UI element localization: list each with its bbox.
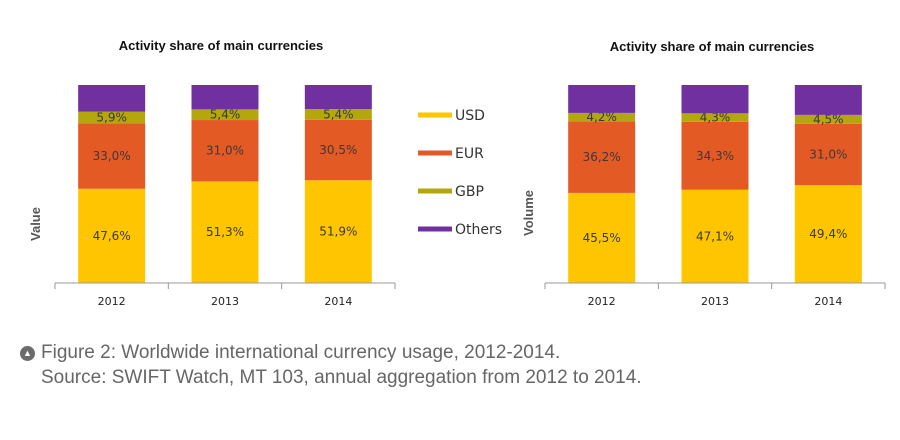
data-label-eur-2012: 33,0%: [93, 149, 131, 163]
bar-eur-2014: [794, 123, 862, 186]
caption-line-2: Source: SWIFT Watch, MT 103, annual aggr…: [20, 365, 642, 390]
bar-others-2013: [191, 85, 259, 110]
legend-label-others: Others: [455, 222, 502, 238]
x-tick-label-2014: 2014: [324, 295, 352, 308]
bar-others-2014: [304, 85, 372, 110]
chart-title: Activity share of main currencies: [119, 38, 323, 53]
bar-others-2012: [568, 85, 636, 113]
data-label-gbp-2014: 4,5%: [813, 112, 844, 126]
data-label-eur-2013: 31,0%: [206, 144, 244, 158]
legend-label-gbp: GBP: [455, 184, 484, 200]
bar-gbp-2012: [568, 112, 636, 122]
data-label-eur-2014: 31,0%: [809, 147, 847, 161]
data-label-usd-2014: 49,4%: [809, 227, 847, 241]
bar-gbp-2013: [681, 113, 749, 122]
caption-source: Source: SWIFT Watch, MT 103, annual aggr…: [41, 367, 642, 388]
bar-usd-2014: [304, 180, 372, 283]
data-label-usd-2014: 51,9%: [319, 225, 357, 239]
bar-eur-2014: [304, 119, 372, 181]
caption-title: Figure 2: Worldwide international curren…: [41, 342, 561, 363]
x-tick-label-2013: 2013: [211, 295, 239, 308]
bar-usd-2013: [681, 189, 749, 283]
data-label-gbp-2012: 5,9%: [96, 111, 127, 125]
bar-usd-2013: [191, 181, 259, 283]
volume-chart: Activity share of main currencies Volume…: [521, 39, 886, 308]
data-label-eur-2014: 30,5%: [319, 143, 357, 157]
bar-usd-2012: [568, 192, 636, 283]
data-label-usd-2012: 47,6%: [93, 229, 131, 243]
legend-label-eur: EUR: [455, 146, 484, 162]
bar-eur-2012: [78, 123, 146, 189]
up-arrow-circle-icon: ▲: [20, 346, 35, 361]
chart-title: Activity share of main currencies: [610, 39, 814, 54]
bar-others-2014: [794, 85, 862, 115]
data-label-gbp-2013: 4,3%: [700, 111, 731, 125]
data-label-gbp-2014: 5,4%: [323, 108, 354, 122]
caption-line-1: ▲ Figure 2: Worldwide international curre…: [20, 340, 642, 365]
bar-gbp-2013: [191, 109, 259, 121]
x-tick-label-2012: 2012: [588, 295, 616, 308]
bar-eur-2013: [681, 121, 749, 190]
data-label-eur-2013: 34,3%: [696, 149, 734, 163]
bar-gbp-2014: [304, 109, 372, 120]
bar-gbp-2012: [78, 111, 146, 124]
data-label-usd-2013: 47,1%: [696, 229, 734, 243]
data-label-eur-2012: 36,2%: [583, 150, 621, 164]
bar-usd-2014: [794, 185, 862, 283]
legend-label-usd: USD: [455, 108, 485, 124]
x-tick-label-2013: 2013: [701, 295, 729, 308]
bar-usd-2012: [78, 188, 146, 283]
y-axis-label: Value: [28, 207, 43, 241]
figure-caption: ▲ Figure 2: Worldwide international curre…: [20, 340, 642, 390]
x-tick-label-2014: 2014: [814, 295, 842, 308]
value-chart: Activity share of main currencies Value …: [28, 38, 396, 308]
legend: USD EUR GBP Others: [418, 108, 502, 238]
bar-others-2013: [681, 85, 749, 114]
bar-eur-2013: [191, 120, 259, 182]
data-label-usd-2012: 45,5%: [583, 231, 621, 245]
data-label-gbp-2013: 5,4%: [210, 108, 241, 122]
bar-eur-2012: [568, 121, 636, 193]
data-label-gbp-2012: 4,2%: [586, 110, 617, 124]
data-label-usd-2013: 51,3%: [206, 225, 244, 239]
figure-charts: Activity share of main currencies Value …: [28, 38, 886, 308]
x-tick-label-2012: 2012: [98, 295, 126, 308]
bar-gbp-2014: [794, 114, 862, 124]
y-axis-label: Volume: [521, 190, 536, 236]
bar-others-2012: [78, 85, 146, 112]
